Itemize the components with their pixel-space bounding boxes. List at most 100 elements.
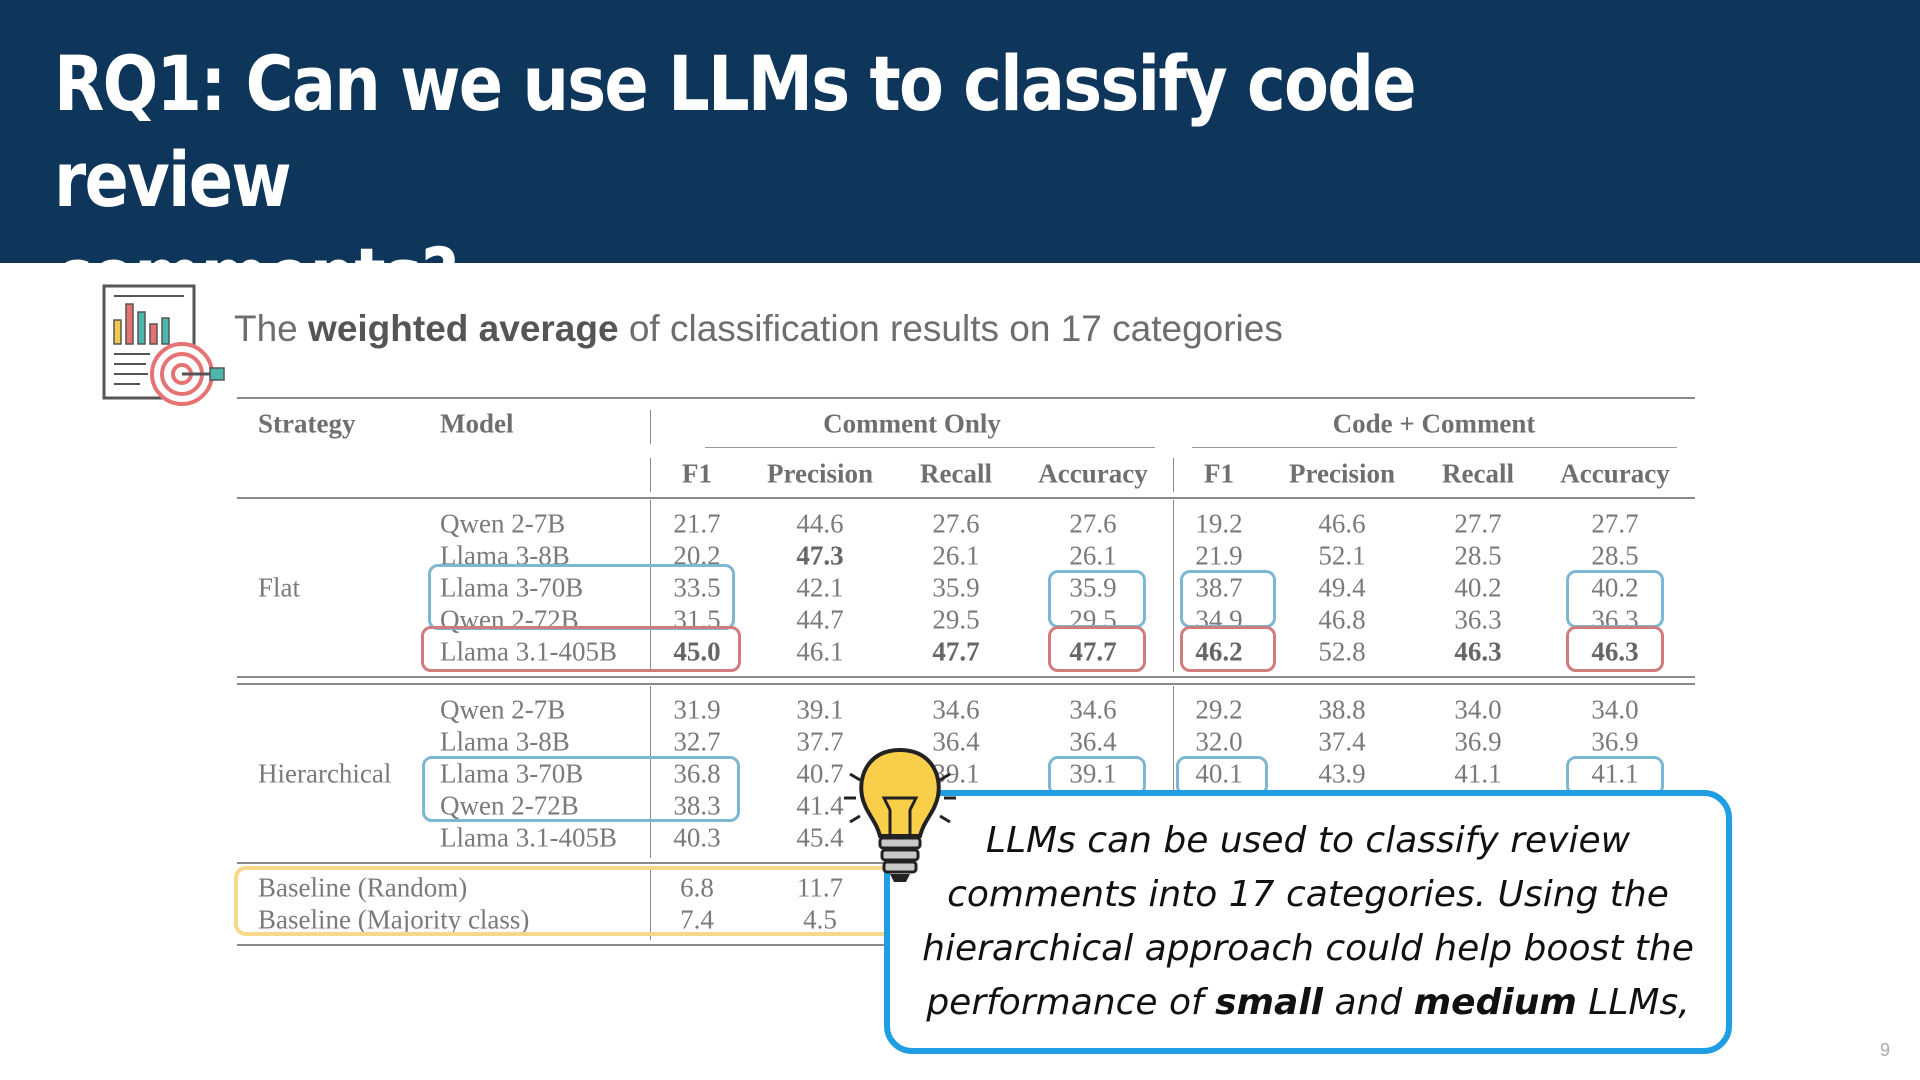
- table-cell: 33.5: [673, 572, 721, 603]
- table-cell: 6.8: [680, 872, 714, 903]
- caption-suffix: of classification results on 17 categori…: [618, 308, 1283, 349]
- table-cell-best: 46.2: [1195, 636, 1243, 667]
- table-cell: 37.4: [1318, 726, 1366, 757]
- model-name: Llama 3-70B: [440, 758, 584, 789]
- table-cell: 40.7: [796, 758, 844, 789]
- table-cell: 28.5: [1454, 540, 1502, 571]
- header-bottom-rule: [237, 497, 1695, 499]
- table-cell: 40.3: [673, 822, 721, 853]
- highlight-red-405b: [421, 626, 741, 672]
- title-line-1: RQ1: Can we use LLMs to classify code re…: [54, 39, 1417, 224]
- header-metric: Recall: [920, 458, 992, 489]
- table-cell: 41.1: [1591, 758, 1639, 789]
- callout-line: comments into 17 categories. Using the: [947, 874, 1669, 915]
- table-cell: 27.6: [1069, 508, 1117, 539]
- table-cell-best: 46.3: [1454, 636, 1502, 667]
- table-cell: 19.2: [1195, 508, 1243, 539]
- table-cell: 44.6: [796, 508, 844, 539]
- header-metric: Precision: [767, 458, 873, 489]
- baseline-label: Baseline (Random): [258, 872, 468, 903]
- highlight-blue-hier-models: [422, 756, 740, 822]
- caption-emphasis: weighted average: [308, 308, 619, 349]
- header-divider-3: [1173, 458, 1174, 492]
- highlight-blue-flat-accuracy: [1048, 570, 1146, 628]
- strategy-flat: Flat: [258, 572, 301, 603]
- table-cell: 46.6: [1318, 508, 1366, 539]
- lightbulb-icon: [844, 747, 956, 882]
- flat-group-divider: [1173, 500, 1174, 672]
- header-metric: F1: [1204, 458, 1234, 489]
- flat-model-divider: [650, 500, 651, 672]
- model-name: Qwen 2-7B: [440, 508, 566, 539]
- table-cell: 35.9: [1069, 572, 1117, 603]
- table-cell: 42.1: [796, 572, 844, 603]
- table-cell: 27.7: [1454, 508, 1502, 539]
- table-caption: The weighted average of classification r…: [234, 308, 1283, 350]
- header-metric: Precision: [1289, 458, 1395, 489]
- callout-span: performance of: [926, 982, 1216, 1023]
- code-comment-group-rule: [1192, 447, 1677, 448]
- table-cell: 49.4: [1318, 572, 1366, 603]
- flat-section-rule-2: [237, 683, 1695, 685]
- model-name: Llama 3-70B: [440, 572, 584, 603]
- header-metric: Accuracy: [1560, 458, 1670, 489]
- table-cell-best: 46.3: [1591, 636, 1639, 667]
- highlight-red-accuracy-2: [1566, 626, 1664, 672]
- header-comment-only: Comment Only: [823, 408, 1001, 439]
- hier-model-divider: [650, 686, 651, 858]
- table-cell: 38.8: [1318, 694, 1366, 725]
- header-divider-1: [650, 410, 651, 444]
- table-cell: 27.7: [1591, 508, 1639, 539]
- table-cell: 44.7: [796, 604, 844, 635]
- table-cell: 29.5: [1069, 604, 1117, 635]
- table-cell: 29.2: [1195, 694, 1243, 725]
- callout-emphasis-small: small: [1215, 982, 1324, 1023]
- model-name: Llama 3.1-405B: [440, 636, 617, 667]
- table-cell: 11.7: [796, 872, 844, 903]
- header-model: Model: [440, 408, 514, 439]
- flat-section-rule-1: [237, 676, 1695, 678]
- table-cell: 29.5: [932, 604, 980, 635]
- model-name: Qwen 2-7B: [440, 694, 566, 725]
- table-cell: 39.1: [796, 694, 844, 725]
- slide-header: RQ1: Can we use LLMs to classify code re…: [0, 0, 1920, 320]
- table-cell: 43.9: [1318, 758, 1366, 789]
- highlight-blue-flat-models: [428, 564, 735, 630]
- table-cell: 45.4: [796, 822, 844, 853]
- highlight-red-f1: [1180, 626, 1276, 672]
- table-cell: 36.4: [932, 726, 980, 757]
- table-cell: 40.1: [1195, 758, 1243, 789]
- table-cell: 36.8: [673, 758, 721, 789]
- table-cell: 36.4: [1069, 726, 1117, 757]
- table-cell: 27.6: [932, 508, 980, 539]
- table-cell: 26.1: [1069, 540, 1117, 571]
- table-cell-best: 45.0: [673, 636, 721, 667]
- table-cell: 36.9: [1454, 726, 1502, 757]
- table-cell: 7.4: [680, 904, 714, 935]
- caption-prefix: The: [234, 308, 309, 349]
- hier-group-divider: [1173, 686, 1174, 858]
- table-cell: 36.3: [1591, 604, 1639, 635]
- model-name: Llama 3.1-405B: [440, 822, 617, 853]
- table-cell: 38.3: [673, 790, 721, 821]
- table-cell: 34.0: [1454, 694, 1502, 725]
- callout-text: LLMs can be used to classify review comm…: [890, 814, 1726, 1030]
- table-cell: 46.8: [1318, 604, 1366, 635]
- comment-only-group-rule: [705, 447, 1155, 448]
- table-cell: 21.7: [673, 508, 721, 539]
- table-cell: 35.9: [932, 572, 980, 603]
- page-number: 9: [1879, 1040, 1890, 1060]
- table-cell: 41.1: [1454, 758, 1502, 789]
- table-cell: 36.9: [1591, 726, 1639, 757]
- table-cell: 34.9: [1195, 604, 1243, 635]
- table-cell: 34.0: [1591, 694, 1639, 725]
- table-cell: 38.7: [1195, 572, 1243, 603]
- header-metric: Recall: [1442, 458, 1514, 489]
- model-name: Qwen 2-72B: [440, 790, 579, 821]
- model-name: Llama 3-8B: [440, 726, 570, 757]
- strategy-hierarchical: Hierarchical: [258, 758, 392, 789]
- highlight-red-accuracy: [1048, 626, 1146, 672]
- table-cell-best: 47.7: [932, 636, 980, 667]
- callout-span: LLMs,: [1576, 982, 1690, 1023]
- callout-line: performance of small and medium LLMs,: [890, 976, 1726, 1030]
